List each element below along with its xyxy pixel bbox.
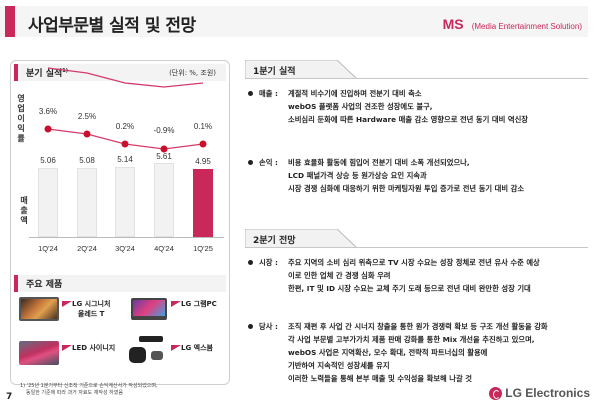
bullet-key: 손익 : [259, 158, 278, 167]
x-tick: 1Q'24 [38, 244, 58, 253]
revenue-label: 4.95 [195, 157, 211, 166]
lg-electronics-logo: LG Electronics [489, 386, 590, 400]
product-label: LG 그램PC [181, 300, 217, 308]
lg-logo-text: LG Electronics [505, 386, 590, 400]
margin-label: 3.6% [38, 107, 58, 116]
q2-title: 2분기 전망 [253, 236, 296, 246]
products-section-header: 주요 제품 [14, 275, 226, 292]
performance-section-header: 분기 실적1) (단위: %, 조원) [14, 64, 226, 81]
x-tick: 2Q'24 [77, 244, 97, 253]
revenue-bar-highlight [193, 169, 213, 237]
q1-title: 1분기 실적 [253, 67, 296, 77]
revenue-label: 5.08 [79, 156, 95, 165]
flag-icon [62, 345, 72, 351]
lg-logo-icon [489, 386, 503, 400]
revenue-label: 5.61 [156, 152, 172, 161]
bullet-lines: 조직 재편 후 사업 간 시너지 창출을 통한 원가 경쟁력 확보 등 구조 개… [288, 322, 548, 383]
laptop-image [131, 298, 167, 320]
q1-section-tab: 1분기 실적 [245, 60, 357, 79]
bullet-lines: 주요 지역의 소비 심리 위축으로 TV 시장 수요는 성장 정체로 전년 유사… [288, 258, 540, 293]
data-point [160, 145, 168, 153]
data-point [199, 140, 207, 148]
bullet-icon [248, 91, 253, 96]
bullet-key: 매출 : [259, 89, 278, 98]
operating-margin-line-chart [44, 67, 207, 153]
revenue-label: 5.06 [40, 156, 56, 165]
bullet-key: 시장 : [259, 258, 278, 267]
product-label: LG 시그니처 올레드 T [72, 300, 111, 318]
ylabel-operating-margin: 영 업 이 익 률 [17, 94, 25, 143]
section-accent [14, 275, 18, 292]
ylabel-revenue: 매 출 액 [20, 196, 28, 225]
section-divider [245, 78, 588, 79]
flag-icon [171, 345, 181, 351]
page-title: 사업부문별 실적 및 전망 [28, 16, 196, 36]
products-title: 주요 제품 [26, 280, 63, 290]
flag-icon [171, 301, 181, 307]
division-code: MS [442, 16, 464, 32]
unit-label: (단위: %, 조원) [169, 69, 216, 77]
bullet-lines: 계절적 비수기에 진입하며 전분기 대비 축소 webOS 플랫폼 사업의 견조… [288, 89, 529, 124]
x-tick: 1Q'25 [193, 244, 213, 253]
margin-label: 2.5% [77, 112, 97, 121]
footnote: 1) '25년 1분기부터 신조직 기준으로 손익계산서가 작성되었으며, 동일… [20, 383, 158, 396]
product-label: LG 엑스붐 [181, 344, 213, 352]
margin-label: 0.2% [115, 122, 135, 131]
data-point [83, 130, 91, 138]
section-accent [14, 64, 18, 81]
flag-icon [62, 301, 72, 307]
header-accent-bar [5, 6, 15, 37]
x-tick: 4Q'24 [154, 244, 174, 253]
q2-section-tab: 2분기 전망 [245, 229, 357, 248]
revenue-bar [38, 168, 58, 237]
margin-label: 0.1% [193, 122, 213, 131]
x-axis-line [29, 237, 224, 238]
oled-tv-image [19, 297, 59, 321]
revenue-bar [115, 167, 135, 237]
bullet-key: 당사 : [259, 322, 278, 331]
margin-label: -0.9% [153, 126, 175, 135]
page-number: 7 [6, 392, 13, 402]
bullet-icon [248, 324, 253, 329]
bullet-lines: 비용 효율화 활동에 힘입어 전분기 대비 소폭 개선되었으나, LCD 패널가… [288, 158, 525, 193]
bullet-icon [248, 260, 253, 265]
division-label: MS (Media Entertainment Solution) [443, 14, 582, 33]
revenue-bar [154, 163, 174, 237]
revenue-bar [77, 168, 97, 237]
x-tick: 3Q'24 [115, 244, 135, 253]
left-panel: 분기 실적1) (단위: %, 조원) 영 업 이 익 률 매 출 액 3.6%… [10, 60, 230, 385]
data-point [44, 125, 52, 133]
led-signage-image [19, 341, 59, 365]
header-bar [0, 6, 588, 37]
division-name: (Media Entertainment Solution) [471, 22, 582, 31]
data-point [121, 140, 129, 148]
section-divider [245, 247, 588, 248]
bullet-icon [248, 160, 253, 165]
revenue-label: 5.14 [117, 155, 133, 164]
product-label: LED 사이니지 [72, 344, 116, 352]
performance-title: 분기 실적1) [26, 68, 69, 79]
footnote-mark: 1) [62, 68, 69, 74]
